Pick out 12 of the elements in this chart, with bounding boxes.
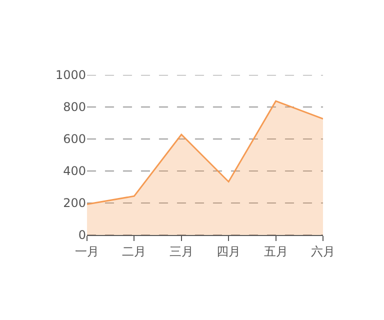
y-tick-label: 400: [63, 164, 86, 178]
x-tick-label: 三月: [169, 244, 194, 258]
x-tick-label: 五月: [264, 244, 288, 258]
x-tick-label: 二月: [122, 244, 146, 258]
x-tick-label: 六月: [311, 244, 335, 258]
y-tick-label: 1000: [55, 68, 86, 82]
y-tick-label: 0: [78, 228, 86, 242]
y-tick-label: 600: [63, 132, 86, 146]
x-tick-label: 四月: [216, 244, 241, 258]
y-tick-label: 200: [63, 196, 86, 210]
x-tick-label: 一月: [75, 244, 99, 258]
y-tick-label: 800: [63, 100, 86, 114]
